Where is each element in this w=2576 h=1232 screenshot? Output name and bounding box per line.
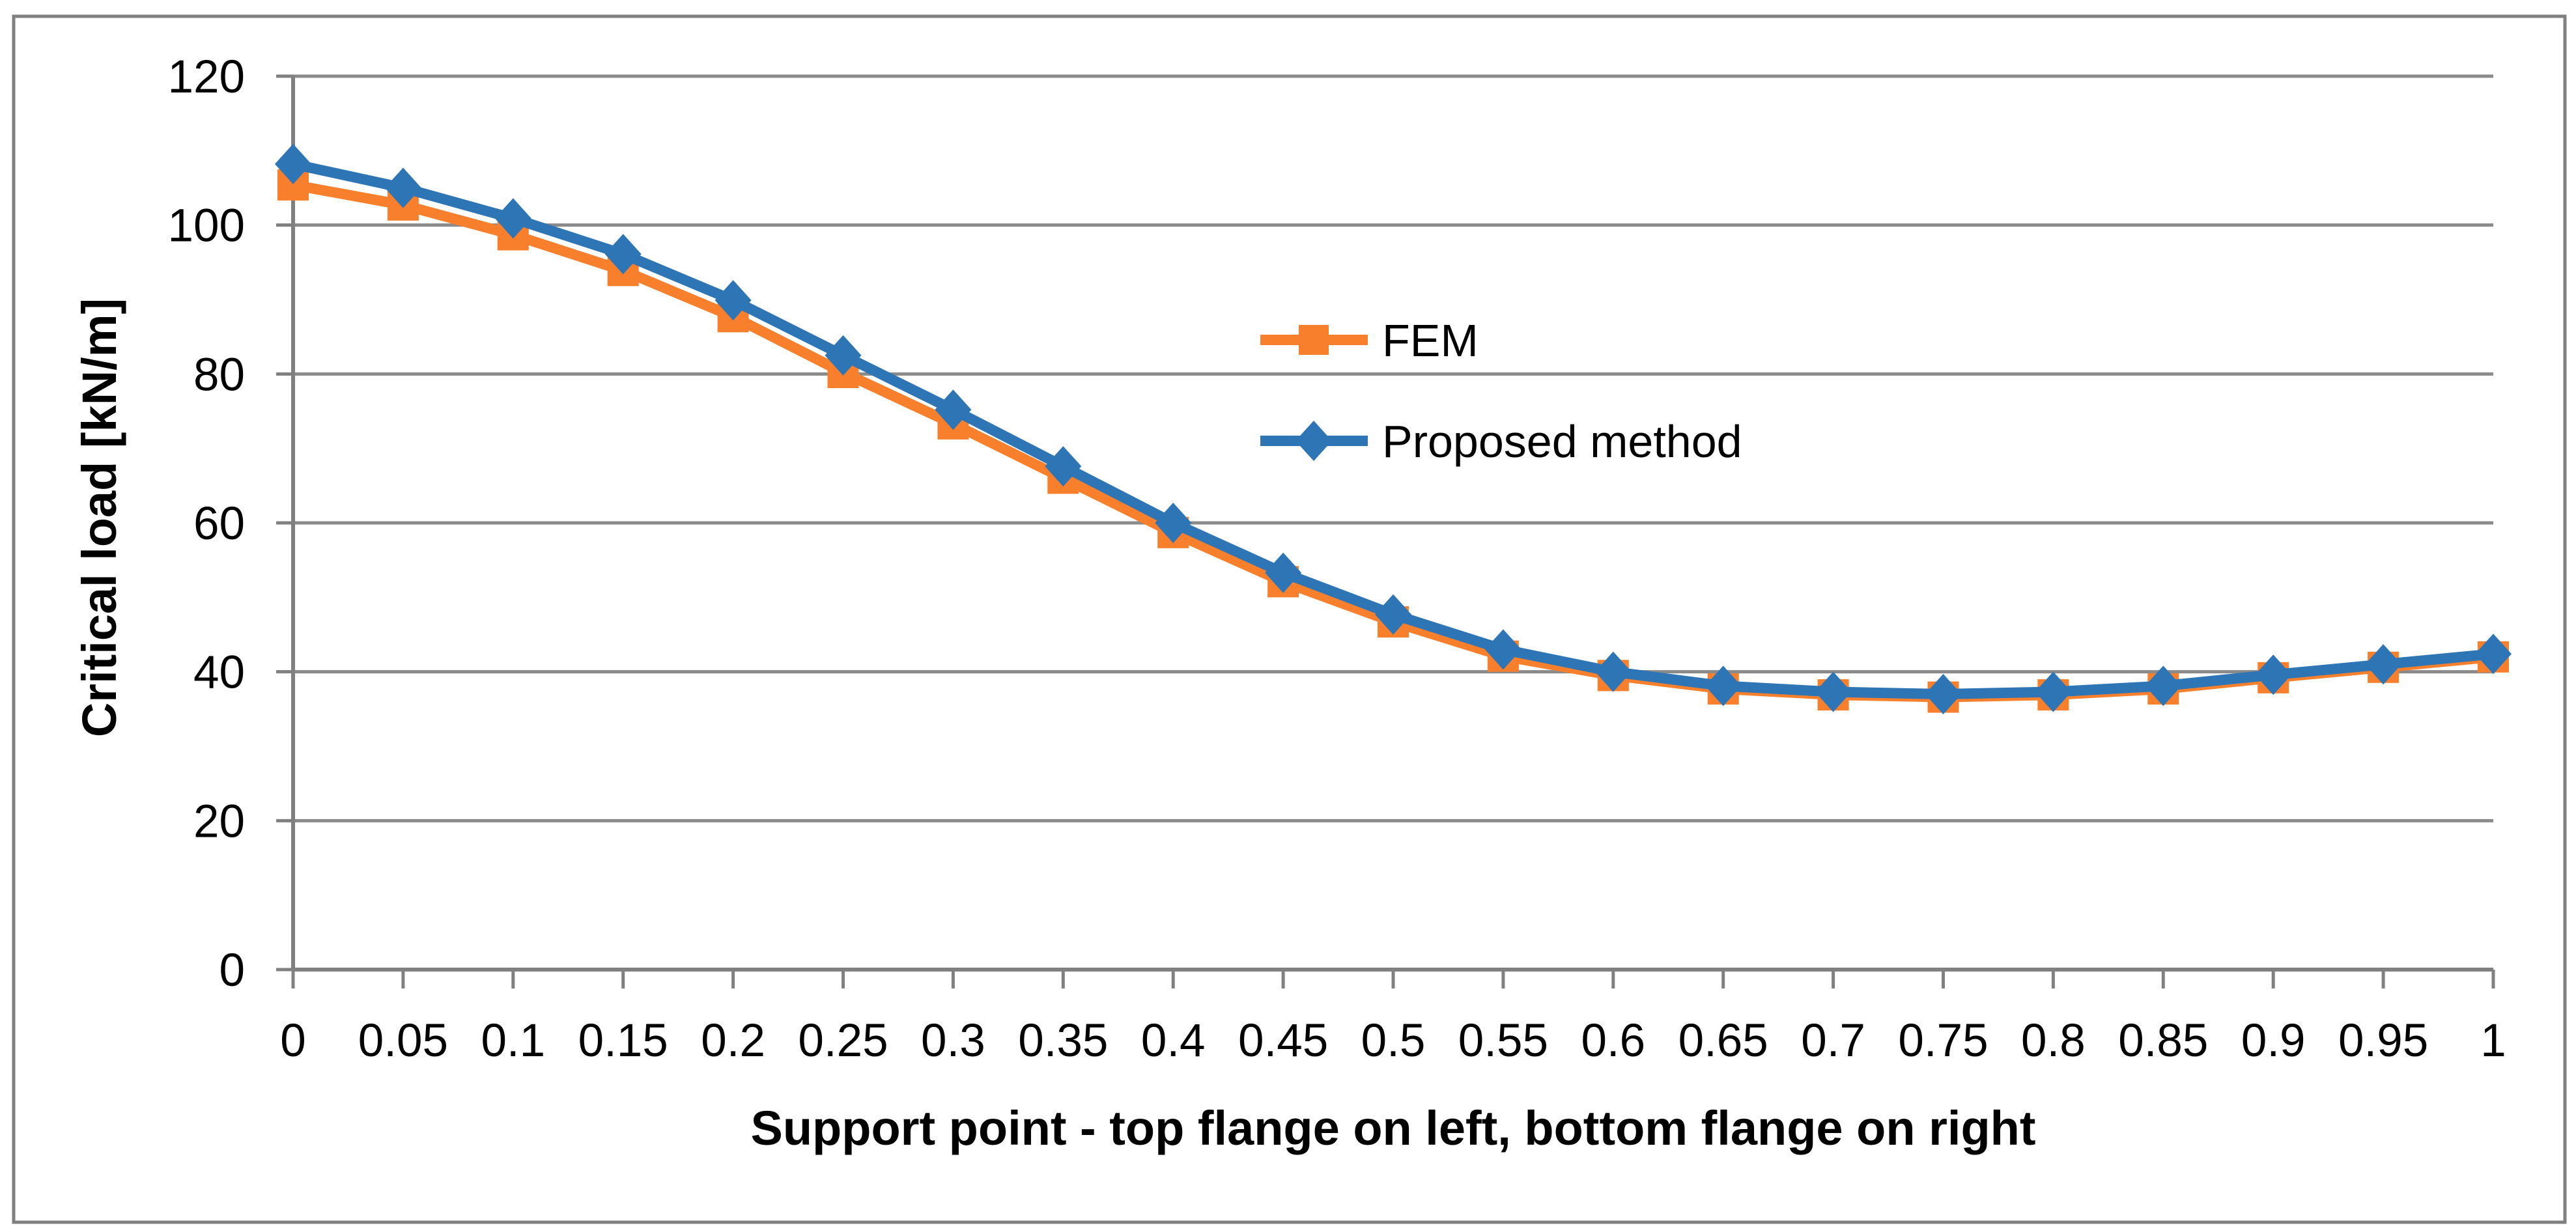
y-tick-label: 20 xyxy=(193,796,245,847)
y-tick-label: 100 xyxy=(168,201,245,252)
y-tick-label: 60 xyxy=(193,498,245,550)
x-tick-label: 1 xyxy=(2480,1015,2506,1067)
x-tick-label: 0.15 xyxy=(578,1015,668,1067)
x-tick-label: 0.7 xyxy=(1801,1015,1865,1067)
x-tick-label: 0.05 xyxy=(358,1015,448,1067)
proposed-data-point xyxy=(275,143,311,184)
proposed-data-point xyxy=(2365,644,2402,685)
x-tick-label: 0.25 xyxy=(798,1015,888,1067)
proposed-data-point xyxy=(384,167,421,208)
legend-label-fem: FEM xyxy=(1382,315,1479,366)
proposed-data-point xyxy=(2475,634,2512,675)
legend-item-fem: FEM xyxy=(1260,315,1479,366)
proposed-data-point xyxy=(1815,671,1852,712)
x-tick-label: 0.3 xyxy=(921,1015,985,1067)
x-tick-label: 0.8 xyxy=(2021,1015,2086,1067)
proposed-data-point xyxy=(825,335,862,376)
gridlines xyxy=(293,74,2493,822)
proposed-data-point xyxy=(715,280,752,321)
y-axis-title: Critical load [kN/m] xyxy=(72,298,126,737)
proposed-method-series xyxy=(275,143,2512,714)
y-tick-label: 80 xyxy=(193,349,245,400)
x-tick-label: 0.5 xyxy=(1361,1015,1426,1067)
proposed-data-point xyxy=(1155,503,1192,543)
x-axis-title: Support point - top flange on left, bott… xyxy=(751,1101,2036,1155)
y-axis-tick-labels: 0 20 40 60 80 100 120 xyxy=(168,51,245,996)
x-axis-tick-labels: 0 0.05 0.1 0.15 0.2 0.25 0.3 0.35 0.4 0.45 0.5 0.55… xyxy=(280,1015,2506,1067)
x-tick-label: 0.95 xyxy=(2338,1015,2428,1067)
proposed-data-point xyxy=(604,234,642,275)
proposed-data-point xyxy=(2255,654,2292,695)
proposed-data-point xyxy=(494,198,531,239)
fem-square-marker-icon xyxy=(1299,325,1329,355)
proposed-data-point xyxy=(1375,594,1411,635)
proposed-data-point xyxy=(2145,665,2182,707)
chart-outer-border xyxy=(12,14,2567,1224)
axes xyxy=(276,74,2495,988)
legend-label-proposed: Proposed method xyxy=(1382,416,1742,467)
x-tick-label: 0 xyxy=(280,1015,306,1067)
x-tick-label: 0.75 xyxy=(1898,1015,1988,1067)
proposed-data-point xyxy=(935,389,972,430)
proposed-data-point xyxy=(1925,673,1962,714)
proposed-data-point xyxy=(1045,446,1082,487)
x-tick-label: 0.6 xyxy=(1581,1015,1645,1067)
x-tick-label: 0.45 xyxy=(1238,1015,1328,1067)
x-tick-label: 0.1 xyxy=(481,1015,545,1067)
x-tick-label: 0.35 xyxy=(1018,1015,1108,1067)
x-tick-label: 0.9 xyxy=(2241,1015,2306,1067)
proposed-data-point xyxy=(1594,651,1632,692)
proposed-diamond-marker-icon xyxy=(1295,421,1332,461)
legend-item-proposed-method: Proposed method xyxy=(1260,416,1742,467)
x-tick-label: 0.85 xyxy=(2118,1015,2208,1067)
x-tick-label: 0.2 xyxy=(701,1015,765,1067)
x-tick-label: 0.65 xyxy=(1678,1015,1768,1067)
proposed-data-point xyxy=(1265,552,1302,593)
legend: FEM Proposed method xyxy=(1260,315,1742,467)
proposed-data-point xyxy=(1484,629,1522,670)
x-tick-label: 0.55 xyxy=(1458,1015,1548,1067)
y-tick-label: 120 xyxy=(168,51,245,103)
proposed-data-point xyxy=(1705,665,1742,707)
x-tick-label: 0.4 xyxy=(1141,1015,1206,1067)
proposed-data-point xyxy=(2035,671,2072,712)
y-tick-label: 0 xyxy=(219,945,246,996)
y-tick-label: 40 xyxy=(193,647,245,699)
